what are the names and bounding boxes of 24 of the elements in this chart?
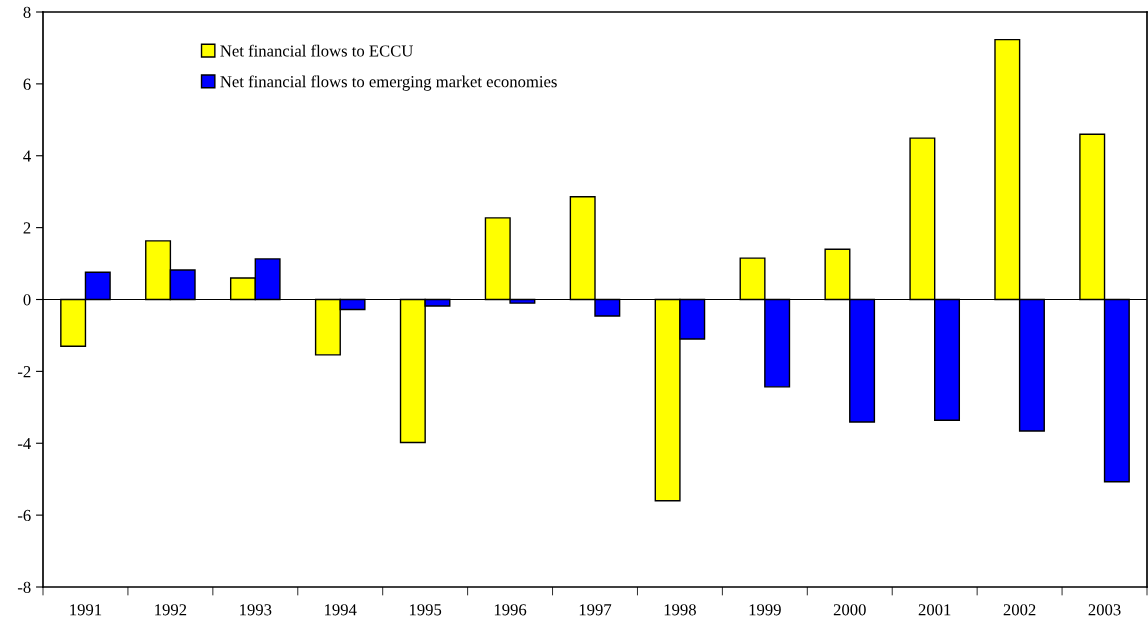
x-tick-label: 1992 xyxy=(155,604,187,616)
x-tick-label: 1996 xyxy=(494,604,527,616)
x-tick-label: 1998 xyxy=(664,604,696,616)
x-tick-label: 1993 xyxy=(240,604,272,616)
y-tick-label: -4 xyxy=(17,438,31,450)
x-tick-label: 1997 xyxy=(579,604,612,616)
x-tick-label: 1995 xyxy=(409,604,442,616)
legend-label: Net financial flows to ECCU xyxy=(220,44,413,57)
y-tick-label: -8 xyxy=(17,581,31,593)
y-tick-label: -6 xyxy=(17,509,31,522)
legend-label: Net financial flows to emerging market economies xyxy=(220,75,557,91)
x-tick-label: 2001 xyxy=(918,604,951,616)
y-tick-label: 4 xyxy=(23,150,31,162)
x-tick-label: 1994 xyxy=(325,604,357,616)
x-tick-label: 1991 xyxy=(70,604,102,616)
x-tick-label: 1999 xyxy=(749,604,781,616)
y-tick-label: 0 xyxy=(23,294,31,306)
y-tick-label: -2 xyxy=(17,366,31,378)
y-tick-label: 2 xyxy=(23,222,31,234)
y-tick-label: 6 xyxy=(23,78,31,90)
y-tick-label: 8 xyxy=(23,6,31,18)
x-tick-label: 2000 xyxy=(833,604,866,616)
x-tick-label: 2003 xyxy=(1088,604,1121,616)
x-tick-label: 2002 xyxy=(1003,604,1036,616)
